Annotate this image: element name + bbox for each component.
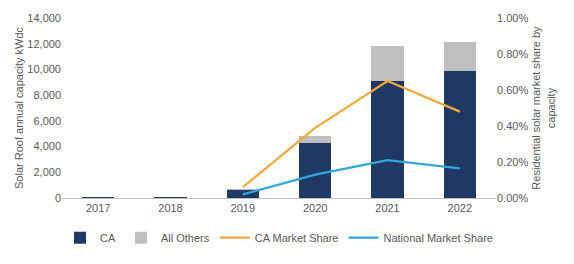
svg-text:CA Market Share: CA Market Share xyxy=(255,232,339,244)
svg-text:Solar Roof annual capacity kWd: Solar Roof annual capacity kWdc xyxy=(13,26,25,189)
svg-text:National Market Share: National Market Share xyxy=(384,232,493,244)
svg-text:2020: 2020 xyxy=(303,202,327,214)
svg-text:2022: 2022 xyxy=(448,202,472,214)
svg-text:2018: 2018 xyxy=(158,202,182,214)
svg-text:Residential solar market share: Residential solar market share bycapacit… xyxy=(530,26,556,190)
svg-text:0.80%: 0.80% xyxy=(497,48,528,60)
svg-text:All Others: All Others xyxy=(161,232,210,244)
svg-text:12,000: 12,000 xyxy=(27,38,61,50)
svg-text:4,000: 4,000 xyxy=(33,140,61,152)
svg-text:2,000: 2,000 xyxy=(33,166,61,178)
svg-text:14,000: 14,000 xyxy=(27,12,61,24)
svg-text:0: 0 xyxy=(55,192,61,204)
svg-text:10,000: 10,000 xyxy=(27,63,61,75)
svg-text:2021: 2021 xyxy=(375,202,399,214)
svg-text:0.60%: 0.60% xyxy=(497,84,528,96)
svg-text:8,000: 8,000 xyxy=(33,89,61,101)
svg-text:0.00%: 0.00% xyxy=(497,192,528,204)
svg-text:0.40%: 0.40% xyxy=(497,120,528,132)
svg-text:1.00%: 1.00% xyxy=(497,12,528,24)
svg-text:2019: 2019 xyxy=(231,202,255,214)
svg-text:0.20%: 0.20% xyxy=(497,156,528,168)
svg-text:6,000: 6,000 xyxy=(33,115,61,127)
svg-text:2017: 2017 xyxy=(86,202,110,214)
svg-text:CA: CA xyxy=(100,232,116,244)
